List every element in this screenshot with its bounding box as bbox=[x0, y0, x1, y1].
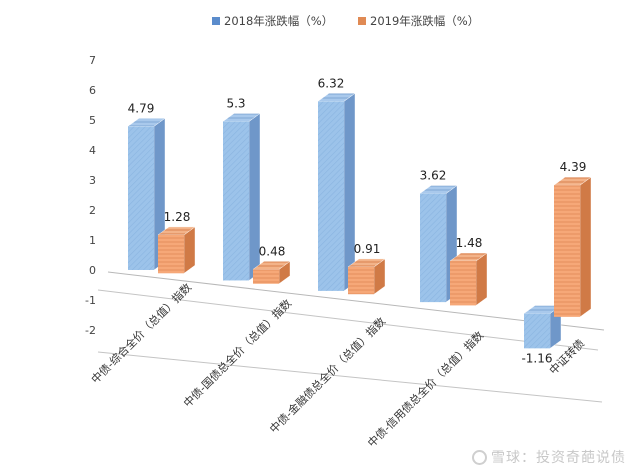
bar-2019 bbox=[553, 176, 592, 318]
bar-front bbox=[450, 261, 476, 306]
bar-2019 bbox=[157, 226, 196, 274]
bar-2018 bbox=[419, 185, 458, 303]
y-tick-label: -2 bbox=[85, 324, 96, 337]
legend: 2018年涨跌幅（%） 2019年涨跌幅（%） bbox=[212, 14, 479, 28]
y-tick-label: 7 bbox=[89, 54, 96, 67]
bar-front bbox=[128, 126, 154, 270]
bar-2019 bbox=[449, 252, 488, 306]
data-label: 1.48 bbox=[456, 236, 483, 250]
bar-2019 bbox=[252, 260, 291, 285]
y-tick-label: 3 bbox=[89, 174, 96, 187]
category-label: 中债-金融债总全价（总值）指数 bbox=[267, 314, 389, 436]
y-tick-label: 1 bbox=[89, 234, 96, 247]
bar-front bbox=[420, 193, 446, 303]
y-tick-label: -1 bbox=[85, 294, 96, 307]
bar-front bbox=[554, 185, 580, 317]
watermark: 雪球：投资奇葩说债 bbox=[472, 447, 626, 467]
bar-side bbox=[343, 92, 356, 292]
data-label: 4.39 bbox=[560, 160, 587, 174]
bar-2019 bbox=[347, 258, 386, 295]
data-label: 0.48 bbox=[259, 244, 286, 258]
category-label: 中债-综合全价（总值）指数 bbox=[88, 280, 194, 386]
bar-front bbox=[158, 234, 184, 274]
floor-bottom-edge bbox=[97, 351, 603, 403]
legend-swatch bbox=[212, 17, 220, 25]
legend-swatch bbox=[358, 17, 366, 25]
data-labels: 4.79 5.3 6.32 3.62 -1.16 1.28 0.48 0.91 1.48 4.39 bbox=[128, 76, 587, 365]
category-labels: 中债-综合全价（总值）指数中债-国债总全价（总值）指数中债-金融债总全价（总值）… bbox=[88, 280, 587, 450]
data-label: -1.16 bbox=[521, 351, 552, 365]
y-tick-label: 6 bbox=[89, 84, 96, 97]
category-label: 中债-国债总全价（总值）指数 bbox=[180, 296, 294, 410]
y-tick-label: 0 bbox=[89, 264, 96, 277]
y-tick-label: 4 bbox=[89, 144, 96, 157]
bar-front bbox=[253, 269, 279, 284]
y-tick-label: 5 bbox=[89, 114, 96, 127]
bar-side bbox=[475, 252, 488, 306]
floor-front-edge bbox=[97, 289, 599, 351]
data-label: 1.28 bbox=[164, 210, 191, 224]
y-axis: -2 -1 0 1 2 3 4 5 6 7 bbox=[85, 54, 96, 337]
plot-floor bbox=[97, 271, 605, 403]
bar-side bbox=[579, 176, 592, 318]
data-label: 5.3 bbox=[226, 96, 245, 110]
bar-front bbox=[223, 121, 249, 281]
y-tick-label: 2 bbox=[89, 204, 96, 217]
data-label: 6.32 bbox=[318, 76, 345, 90]
bar-2018 bbox=[222, 113, 261, 281]
bar-front bbox=[318, 101, 344, 291]
legend-label: 2019年涨跌幅（%） bbox=[370, 14, 479, 28]
data-label: 4.79 bbox=[128, 101, 155, 115]
zero-baseline bbox=[107, 271, 605, 331]
legend-label: 2018年涨跌幅（%） bbox=[224, 14, 333, 28]
bars bbox=[127, 92, 592, 349]
bar-front bbox=[524, 313, 550, 349]
snowball-logo-icon bbox=[472, 449, 487, 465]
bar-front bbox=[348, 266, 374, 295]
watermark-text: 雪球：投资奇葩说债 bbox=[491, 449, 626, 465]
data-label: 3.62 bbox=[420, 169, 447, 183]
bar-2018 bbox=[317, 92, 356, 292]
data-label: 0.91 bbox=[354, 242, 381, 256]
